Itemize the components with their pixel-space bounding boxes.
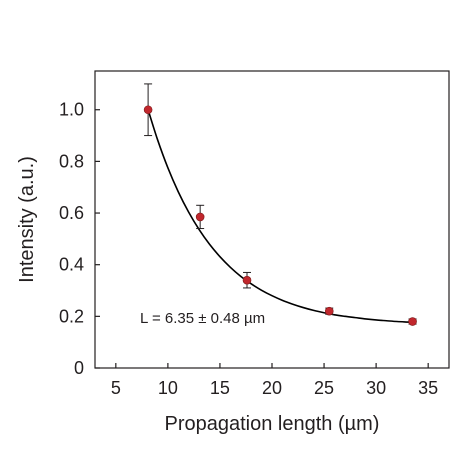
x-tick-label: 15	[210, 378, 230, 398]
y-tick-label: 0.8	[59, 151, 84, 171]
fit-annotation: L = 6.35 ± 0.48 µm	[140, 310, 265, 327]
y-axis-ticks: 0 0.2 0.4 0.6 0.8 1.0	[59, 100, 100, 378]
data-points	[143, 83, 417, 326]
y-tick-label: 0	[74, 358, 84, 378]
y-tick-label: 0.4	[59, 255, 84, 275]
fit-curve	[147, 109, 413, 324]
y-tick-label: 1.0	[59, 100, 84, 120]
data-point	[195, 212, 205, 222]
data-point	[408, 317, 417, 326]
x-tick-label: 25	[314, 378, 334, 398]
fit-layer	[147, 109, 413, 324]
x-tick-label: 30	[366, 378, 386, 398]
y-tick-label: 0.2	[59, 306, 84, 326]
x-tick-label: 10	[158, 378, 178, 398]
x-axis-label: Propagation length (µm)	[165, 413, 380, 435]
x-tick-label: 5	[111, 378, 121, 398]
data-point	[324, 306, 334, 316]
data-point	[242, 275, 252, 285]
x-tick-label: 20	[262, 378, 282, 398]
data-point	[143, 105, 153, 115]
x-tick-label: 35	[418, 378, 438, 398]
y-tick-label: 0.6	[59, 203, 84, 223]
x-axis-ticks: 5 10 15 20 25 30 35	[111, 363, 438, 398]
y-axis-label: Intensity (a.u.)	[16, 156, 38, 283]
